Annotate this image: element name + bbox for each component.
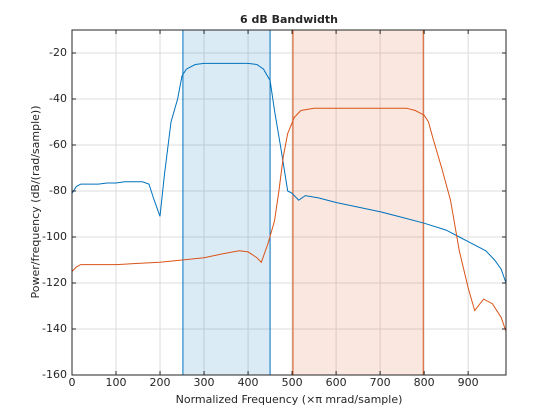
x-tick-label: 400 <box>238 376 259 389</box>
x-tick-label: 100 <box>106 376 127 389</box>
x-tick-label: 800 <box>414 376 435 389</box>
chart-title: 6 dB Bandwidth <box>240 13 338 26</box>
bandwidth-region <box>182 30 271 375</box>
y-tick-label: -140 <box>42 322 67 335</box>
y-axis-label: Power/frequency (dB/(rad/sample)) <box>29 106 42 299</box>
x-tick-label: 900 <box>458 376 479 389</box>
y-tick-label: -120 <box>42 276 67 289</box>
x-axis-label: Normalized Frequency (×π mrad/sample) <box>176 393 403 406</box>
axes-box <box>71 29 507 376</box>
y-tick-label: -60 <box>49 138 67 151</box>
x-tick-label: 500 <box>282 376 303 389</box>
y-tick-label: -80 <box>49 184 67 197</box>
x-tick-label: 600 <box>326 376 347 389</box>
x-tick-label: 200 <box>150 376 171 389</box>
plot-area <box>72 30 506 375</box>
x-tick-label: 700 <box>370 376 391 389</box>
line-series <box>71 62 507 284</box>
bandwidth-region <box>292 30 424 375</box>
y-tick-label: -40 <box>49 92 67 105</box>
line-series <box>71 107 507 332</box>
x-tick-label: 0 <box>69 376 76 389</box>
y-tick-label: -20 <box>49 46 67 59</box>
x-tick-label: 300 <box>194 376 215 389</box>
y-tick-label: -100 <box>42 230 67 243</box>
y-tick-label: -160 <box>42 368 67 381</box>
